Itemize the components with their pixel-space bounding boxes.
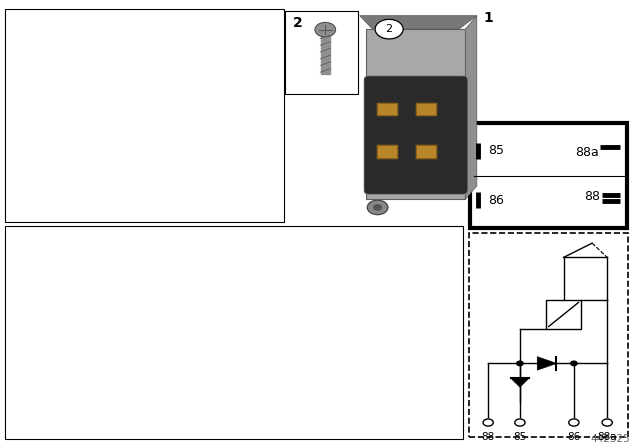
Circle shape: [483, 419, 493, 426]
Circle shape: [515, 419, 525, 426]
Polygon shape: [465, 16, 477, 199]
Bar: [377, 103, 397, 115]
Bar: [415, 103, 436, 115]
Text: 88a: 88a: [575, 146, 598, 159]
Circle shape: [571, 361, 577, 366]
Bar: [377, 145, 397, 158]
Polygon shape: [511, 379, 529, 387]
Circle shape: [375, 19, 403, 39]
Text: 85: 85: [513, 432, 527, 442]
Circle shape: [602, 419, 612, 426]
Text: 88a: 88a: [597, 432, 617, 442]
Bar: [377, 145, 397, 158]
Circle shape: [374, 205, 381, 210]
Circle shape: [315, 22, 335, 37]
Bar: [285, 11, 358, 94]
Text: 88: 88: [481, 432, 495, 442]
Circle shape: [367, 200, 388, 215]
Circle shape: [569, 419, 579, 426]
Polygon shape: [360, 16, 477, 29]
Bar: [415, 103, 436, 115]
Text: 2: 2: [292, 16, 302, 30]
Bar: [546, 300, 581, 329]
FancyBboxPatch shape: [364, 76, 467, 194]
Bar: [377, 103, 397, 115]
Text: 1: 1: [483, 11, 493, 25]
Bar: [415, 145, 436, 158]
Text: 88: 88: [584, 190, 600, 203]
Bar: [366, 29, 465, 199]
Bar: [469, 233, 628, 437]
Text: 86: 86: [488, 194, 504, 207]
Text: 86: 86: [567, 432, 580, 442]
Bar: [5, 226, 463, 439]
Bar: [5, 9, 284, 222]
Polygon shape: [538, 357, 557, 370]
Text: 2: 2: [385, 24, 393, 34]
Text: 85: 85: [488, 144, 504, 157]
Circle shape: [516, 361, 523, 366]
Bar: [321, 30, 330, 74]
Bar: [415, 145, 436, 158]
Bar: [470, 123, 627, 228]
Text: 442525: 442525: [591, 435, 630, 444]
